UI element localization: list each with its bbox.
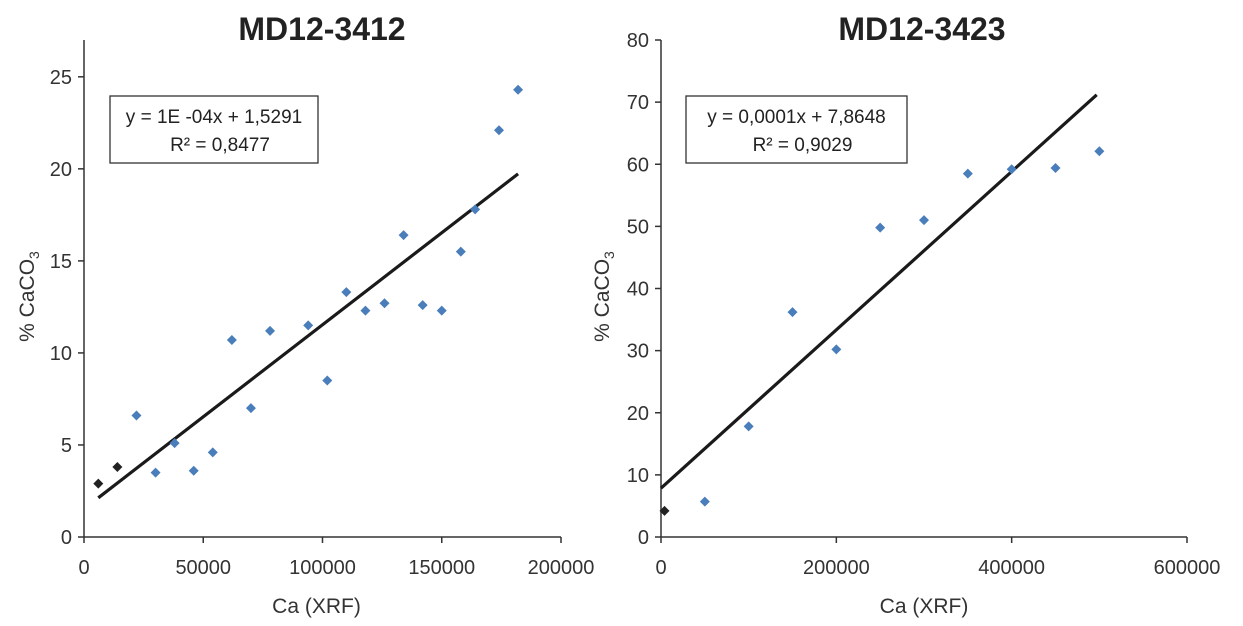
x-tick-label: 400000 <box>978 557 1045 579</box>
y-tick-label: 20 <box>627 403 649 425</box>
x-tick-label: 0 <box>78 557 89 579</box>
data-point <box>341 287 352 298</box>
data-point <box>699 496 710 507</box>
data-point <box>379 298 390 309</box>
trendline-equation: y = 1E -04x + 1,5291 <box>126 107 302 128</box>
r-squared-label: R² = 0,9029 <box>753 135 853 156</box>
data-point <box>303 320 314 331</box>
data-point <box>455 246 466 257</box>
data-point <box>831 344 842 355</box>
equation-box <box>109 95 319 164</box>
data-point <box>112 462 123 473</box>
y-tick-label: 60 <box>627 154 649 176</box>
data-point <box>360 305 371 316</box>
data-point <box>919 215 929 226</box>
y-tick-label: 0 <box>638 527 649 549</box>
y-axis-label: % CaCO3 <box>16 251 42 342</box>
chart-1: MD12-3412 0 5 10 15 20 25 0 50000 100000 150000 200… <box>16 11 594 618</box>
x-tick-label: 150000 <box>408 557 475 579</box>
data-point <box>245 403 256 414</box>
data-point <box>493 125 504 136</box>
trendline <box>97 172 520 500</box>
data-point <box>207 447 218 458</box>
x-axis-label: Ca (XRF) <box>880 595 969 618</box>
data-point <box>398 230 409 241</box>
trendline <box>659 93 1098 490</box>
y-tick-label: 10 <box>627 465 649 487</box>
x-tick-label: 200000 <box>528 557 595 579</box>
y-axis-label: % CaCO3 <box>591 251 617 342</box>
y-tick-label: 40 <box>627 279 649 301</box>
data-point <box>962 168 973 179</box>
data-point <box>787 307 798 318</box>
y-tick-label: 20 <box>50 159 72 181</box>
x-tick-label: 0 <box>655 557 666 579</box>
chart-2: MD12-3423 0 10 20 30 40 50 60 70 80 0 200000 400000 6… <box>591 11 1220 618</box>
y-tick-label: 30 <box>627 341 649 363</box>
data-point <box>150 467 161 478</box>
chart-title: MD12-3412 <box>238 11 405 47</box>
chart-title: MD12-3423 <box>838 11 1005 47</box>
data-point <box>188 465 199 476</box>
data-point <box>513 84 524 95</box>
data-point <box>743 421 754 432</box>
y-tick-label: 50 <box>627 216 649 238</box>
data-point <box>436 305 447 316</box>
data-point <box>322 375 333 386</box>
x-tick-label: 200000 <box>803 557 870 579</box>
data-point <box>93 478 104 489</box>
data-point <box>131 410 142 421</box>
x-tick-label: 600000 <box>1154 557 1221 579</box>
r-squared-label: R² = 0,8477 <box>170 135 270 156</box>
y-tick-label: 10 <box>50 343 72 365</box>
data-point <box>1006 164 1017 175</box>
trendline-equation: y = 0,0001x + 7,8648 <box>707 107 886 128</box>
y-tick-label: 80 <box>627 30 649 52</box>
y-tick-label: 25 <box>50 67 72 89</box>
data-point <box>1050 162 1061 173</box>
data-point <box>875 222 886 233</box>
x-axis-label: Ca (XRF) <box>272 595 361 618</box>
y-tick-label: 15 <box>50 251 72 273</box>
x-tick-label: 100000 <box>289 557 356 579</box>
data-point <box>226 335 237 346</box>
data-point <box>1094 146 1105 157</box>
data-point <box>265 325 276 336</box>
data-point <box>470 204 481 215</box>
data-point <box>169 438 180 449</box>
y-tick-label: 0 <box>61 527 72 549</box>
equation-box <box>685 95 908 164</box>
data-point <box>659 505 670 516</box>
x-tick-label: 50000 <box>175 557 231 579</box>
y-tick-label: 70 <box>627 92 649 114</box>
y-tick-label: 5 <box>61 435 72 457</box>
data-point <box>417 300 428 311</box>
